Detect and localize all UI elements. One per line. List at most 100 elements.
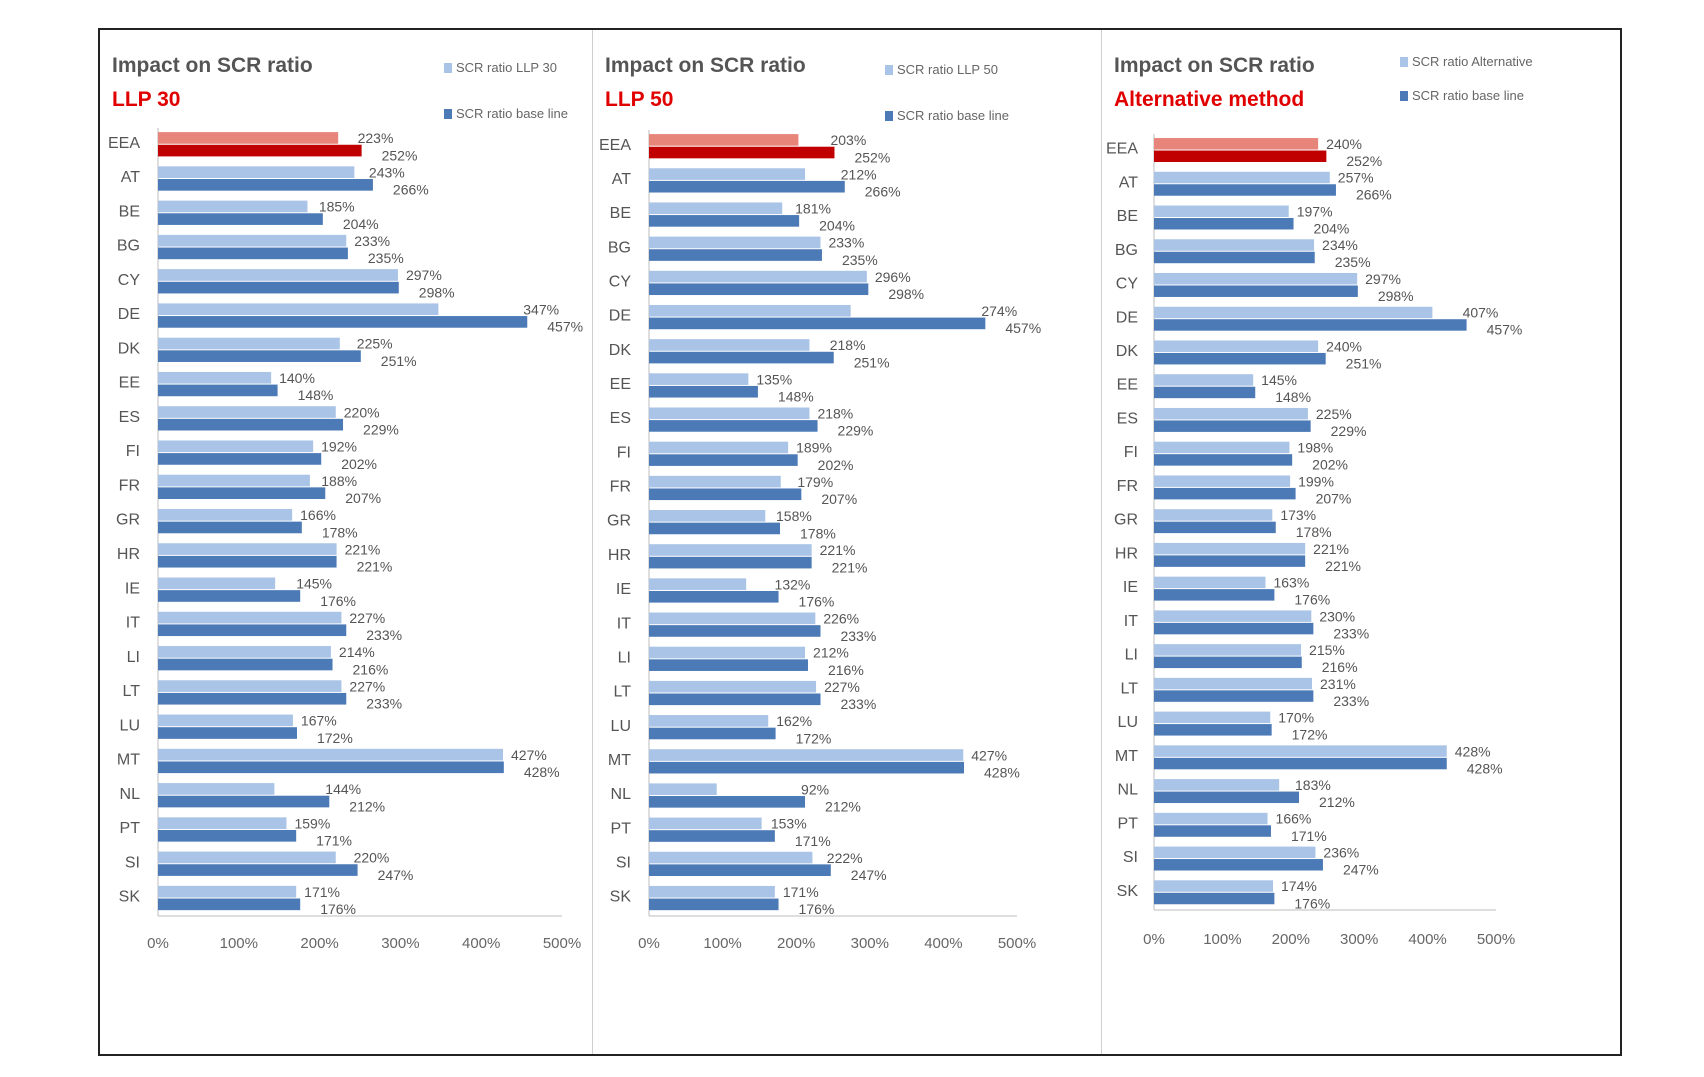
bar-alternative [1154, 441, 1290, 454]
data-label-baseline: 176% [799, 594, 835, 610]
category-label: CY [118, 272, 141, 289]
data-label-baseline: 216% [353, 661, 389, 677]
bar-baseline [1154, 589, 1275, 601]
data-label-alternative: 296% [875, 269, 911, 285]
bar-alternative [158, 269, 398, 281]
bar-alternative [649, 270, 867, 283]
bar-baseline [649, 625, 821, 637]
category-label: EE [1117, 377, 1138, 394]
data-label-baseline: 233% [366, 627, 402, 643]
bar-baseline [1154, 690, 1314, 702]
x-tick-label: 300% [1340, 931, 1378, 948]
data-label-baseline: 251% [1346, 355, 1382, 371]
category-label: FR [1117, 478, 1138, 495]
bar-baseline [649, 180, 845, 193]
bar-alternative [158, 132, 339, 144]
data-label-baseline: 178% [1296, 524, 1332, 540]
bar-baseline [649, 488, 802, 501]
bar-alternative [649, 578, 747, 590]
bar-alternative [649, 885, 775, 898]
bar-baseline [1154, 757, 1447, 770]
bar-baseline [1154, 487, 1296, 500]
category-label: DE [118, 306, 140, 323]
bar-baseline [158, 316, 528, 328]
bar-alternative [158, 646, 331, 658]
bar-baseline [1154, 217, 1294, 230]
bar-alternative [649, 441, 789, 454]
bar-alternative [158, 234, 347, 247]
data-label-baseline: 171% [316, 833, 352, 849]
category-label: LI [127, 649, 140, 666]
category-label: FR [119, 477, 140, 494]
chart-title: Impact on SCR ratio [1114, 54, 1315, 77]
category-label: MT [117, 752, 140, 769]
category-label: GR [607, 513, 631, 530]
legend-item-alternative: SCR ratio LLP 30 [444, 60, 557, 75]
x-tick-label: 300% [381, 935, 419, 952]
data-label-baseline: 252% [1346, 153, 1382, 169]
data-label-baseline: 229% [838, 423, 874, 439]
category-label: FI [617, 444, 631, 461]
category-label: HR [1115, 545, 1138, 562]
category-label: EE [610, 376, 631, 393]
data-label-baseline: 176% [320, 901, 356, 917]
bar-baseline [649, 351, 834, 364]
category-label: LI [618, 649, 631, 666]
bar-alternative [158, 577, 276, 590]
x-tick-label: 200% [1272, 931, 1310, 948]
bar-alternative [1154, 239, 1315, 251]
data-label-baseline: 221% [832, 559, 868, 575]
chart-frame: Impact on SCR ratio LLP 30 SCR ratio LLP… [98, 28, 1622, 1056]
data-label-alternative: 188% [321, 473, 357, 489]
bar-alternative [1154, 205, 1289, 217]
data-label-alternative: 427% [511, 747, 547, 763]
data-label-alternative: 185% [319, 199, 355, 215]
bar-baseline [1154, 892, 1275, 905]
category-label: FI [1124, 444, 1138, 461]
data-label-baseline: 172% [796, 730, 832, 746]
data-label-baseline: 176% [799, 901, 835, 917]
data-label-baseline: 148% [1275, 389, 1311, 405]
bar-baseline [158, 727, 297, 739]
bar-alternative [649, 715, 769, 727]
category-label: DK [609, 342, 632, 359]
x-tick-label: 0% [147, 935, 169, 952]
bar-baseline [1154, 656, 1302, 669]
data-label-baseline: 252% [382, 147, 418, 163]
data-label-alternative: 167% [301, 713, 337, 729]
category-label: DE [1116, 309, 1138, 326]
data-label-baseline: 207% [1316, 490, 1352, 506]
bar-alternative [649, 168, 806, 180]
data-label-alternative: 92% [801, 781, 829, 797]
data-label-baseline: 178% [322, 524, 358, 540]
data-label-baseline: 428% [984, 764, 1020, 780]
bar-baseline [158, 658, 333, 671]
data-label-baseline: 229% [1331, 423, 1367, 439]
category-label: SK [119, 889, 141, 906]
data-label-alternative: 162% [776, 713, 812, 729]
data-label-alternative: 214% [339, 644, 375, 660]
data-label-alternative: 407% [1463, 305, 1499, 321]
data-label-alternative: 171% [304, 884, 340, 900]
category-label: IT [617, 615, 631, 632]
data-label-baseline: 266% [865, 184, 901, 200]
data-label-alternative: 240% [1326, 338, 1362, 354]
category-label: DE [609, 308, 631, 325]
bar-alternative [649, 236, 821, 249]
bar-baseline [649, 590, 779, 603]
bar-baseline [649, 659, 808, 671]
chart-panel-llp30: Impact on SCR ratio LLP 30 SCR ratio LLP… [100, 30, 592, 1054]
data-label-baseline: 176% [1294, 592, 1330, 608]
panel-divider [592, 30, 593, 1054]
bar-alternative [1154, 138, 1319, 150]
bar-alternative [158, 885, 297, 898]
data-label-alternative: 212% [841, 166, 877, 182]
data-label-alternative: 135% [756, 371, 792, 387]
bar-alternative [1154, 273, 1358, 285]
category-label: EE [119, 375, 140, 392]
bar-alternative [158, 371, 272, 384]
bar-baseline [1154, 724, 1272, 736]
data-label-baseline: 178% [800, 525, 836, 541]
bar-alternative [649, 373, 749, 385]
bar-baseline [1154, 352, 1326, 365]
